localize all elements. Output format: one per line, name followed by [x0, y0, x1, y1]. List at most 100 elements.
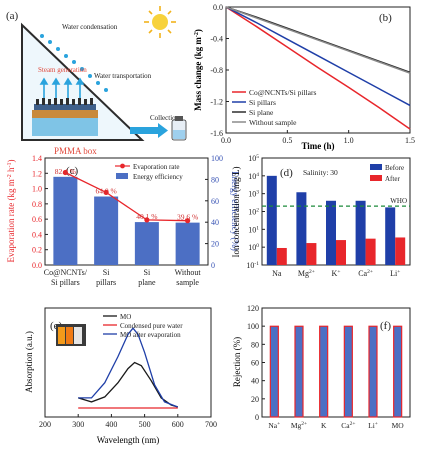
panel-e-xtick-label: 700 [205, 420, 217, 429]
panel-d-ytick-label: 100 [248, 243, 259, 252]
panel-c-evaporation-point [144, 217, 150, 223]
panel-b-xlabel: Time (h) [301, 141, 334, 151]
panel-b-ytick-label: -1.6 [210, 129, 223, 138]
collection-arrow-icon [130, 123, 168, 138]
panel-c-ytick-right-label: 100 [211, 154, 223, 163]
panel-f-category-label: K [321, 421, 327, 430]
panel-b-series-line [225, 6, 411, 107]
panel-c-category-label: plane [138, 278, 156, 287]
panel-f: (f) Na+ Mg2+ K Ca2+ Li+ MO 0 20 40 60 80 100 120 Re… [232, 304, 411, 430]
panel-d-bar-after [336, 240, 346, 265]
legend-before: Before [385, 164, 404, 172]
panel-c-ytick-left-label: 0.0 [32, 261, 42, 270]
panel-d-category-label: Na [272, 269, 282, 278]
panel-d-bar-after [306, 243, 317, 265]
panel-c-ytick-left-label: 1.4 [32, 154, 42, 163]
evaporator-device [32, 98, 98, 136]
panel-c-evaporation-point [103, 189, 109, 195]
panel-d-bar-before [266, 175, 277, 265]
legend-evaporation-rate: Evaporation rate [133, 163, 179, 171]
panel-d-category-label: Mg2+ [298, 269, 315, 278]
panel-c-efficiency-bar [53, 176, 78, 265]
panel-c-category-label: pillars [96, 278, 116, 287]
panel-c-ytick-right-label: 60 [211, 197, 219, 206]
label-collection: Collection [150, 114, 180, 122]
panel-d-ytick-label: 102 [248, 208, 259, 217]
panel-c-ytick-left-label: 1.2 [32, 169, 42, 178]
panel-d-ytick-label: 103 [248, 190, 259, 199]
panel-e-xlabel: Wavelength (nm) [97, 435, 160, 445]
label-pmma-box: PMMA box [54, 146, 97, 156]
panel-c-efficiency-label: 40.1 % [136, 212, 157, 221]
panel-c-evaporation-point [62, 169, 68, 176]
panel-c-category-label: Si [103, 268, 110, 277]
panel-f-ytick-label: 0 [255, 413, 259, 422]
panel-c: (c) 0.00.20.40.60.81.01.21.4020406080100… [6, 154, 240, 287]
panel-b-xtick-label: 1.5 [405, 136, 415, 145]
panel-f-category-label: MO [392, 421, 405, 430]
panel-c-evaporation-point [185, 218, 191, 224]
panel-d-tag: (d) [280, 167, 293, 179]
panel-f-rejection-bar [368, 325, 378, 418]
panel-d-category-label: Li+ [390, 269, 400, 278]
panel-c-ytick-right-label: 20 [211, 240, 219, 249]
panel-e-frame [44, 307, 212, 418]
panel-a: (a) Water condensation Steam generation … [6, 6, 187, 156]
panel-c-category-label: Si [144, 268, 151, 277]
panel-c-category-label: Co@NCNTs/ [44, 268, 88, 277]
panel-e-ylabel: Absorption (a.u.) [24, 331, 34, 393]
panel-c-efficiency-label: 82.4 % [55, 167, 76, 176]
panel-d-ytick-label: 10-1 [246, 261, 259, 270]
panel-f-ytick-label: 120 [247, 304, 259, 313]
panel-b-tag: (b) [379, 12, 392, 24]
label-water-transportation: Water transportation [94, 72, 152, 80]
panel-b-ytick-label: -0.8 [210, 66, 223, 75]
panel-c-legend: Evaporation rate Energy efficiency [115, 163, 183, 181]
label-steam-generation: Steam generation [38, 66, 87, 74]
panel-c-ytick-left-label: 1.0 [32, 185, 42, 194]
panel-d-bar-before [296, 192, 307, 265]
panel-d-bar-before [326, 200, 336, 265]
panel-d-category-label: Ca2+ [358, 269, 373, 278]
panel-b-ytick-label: -1.2 [210, 98, 223, 107]
panel-c-evaporation-line [65, 171, 188, 222]
panel-b-ytick-label: 0.0 [213, 3, 223, 12]
panel-d-ylabel: Ion concentration (mg/L) [231, 167, 241, 258]
water-droplets [40, 34, 108, 92]
panel-f-ytick-label: 60 [251, 359, 259, 368]
panel-d-category-label: K+ [332, 269, 341, 278]
steam-arrows-icon [39, 77, 85, 100]
panel-b-legend-label: Si plane [249, 108, 274, 117]
panel-b-series-line [225, 6, 411, 74]
panel-e-xtick-label: 500 [139, 420, 151, 429]
panel-d-ytick-label: 101 [248, 225, 259, 234]
panel-f-ytick-label: 20 [251, 395, 259, 404]
panel-b-ytick-label: -0.4 [210, 35, 223, 44]
panel-b-ylabel: Mass change (kg m-2) [193, 29, 203, 111]
panel-c-efficiency-bar [175, 222, 200, 265]
panel-c-efficiency-bar [94, 196, 119, 265]
panel-e-legend-label: MO after evaporation [120, 331, 181, 339]
panel-e-series-line [78, 361, 178, 408]
panel-d: (d) Salinity: 30 Na Mg2+ K+ Ca2+ Li+ 10-1 100… [231, 154, 411, 278]
legend-energy-efficiency: Energy efficiency [133, 173, 183, 181]
panel-d-bar-after [395, 237, 406, 265]
panel-f-rejection-bar [269, 325, 279, 418]
panel-d-ytick-label: 104 [248, 172, 259, 181]
panel-c-ytick-right-label: 0 [211, 261, 215, 270]
panel-d-legend: Before After [370, 164, 404, 183]
panel-b-xtick-label: 1.0 [344, 136, 354, 145]
panel-f-rejection-bar [319, 325, 329, 418]
panel-b: (b) 0.0 -0.4 -0.8 -1.2 -1.6 0.0 0.5 1.0 1.5 Co@… [193, 3, 415, 151]
panel-b-legend-label: Si pillars [249, 98, 276, 107]
panel-c-category-label: Without [175, 268, 202, 277]
panel-f-category-label: Mg2+ [291, 421, 307, 430]
panel-d-bar-after [276, 247, 287, 265]
panel-a-tag: (a) [6, 10, 19, 22]
panel-e-legend-label: Condensed pure water [120, 322, 183, 330]
panel-c-ytick-left-label: 0.8 [32, 200, 42, 209]
panel-c-efficiency-label: 64.0 % [96, 187, 117, 196]
panel-c-ytick-right-label: 80 [211, 175, 219, 184]
